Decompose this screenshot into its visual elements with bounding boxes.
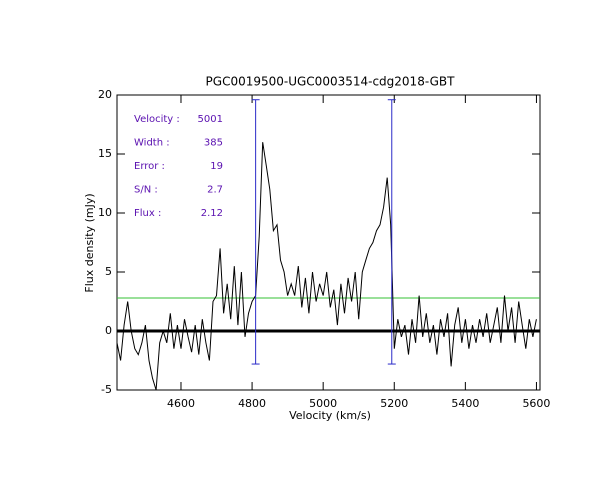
x-tick-label: 5600 xyxy=(522,397,550,410)
plot-frame xyxy=(116,94,541,391)
y-tick-label: -5 xyxy=(101,383,112,396)
annotation-value: 385 xyxy=(204,138,223,149)
annotation-label: Flux : xyxy=(134,208,161,219)
annotation-value: 2.12 xyxy=(201,208,223,219)
y-tick-label: 0 xyxy=(105,324,112,337)
x-tick-label: 5400 xyxy=(451,397,479,410)
annotation-value: 2.7 xyxy=(207,185,223,196)
annotation-label: S/N : xyxy=(134,185,158,196)
y-tick-label: 5 xyxy=(105,265,112,278)
y-tick-label: 15 xyxy=(98,147,112,160)
x-tick-label: 4600 xyxy=(167,397,195,410)
x-tick-label: 4800 xyxy=(238,397,266,410)
annotation-label: Error : xyxy=(134,161,165,172)
spectrum-line xyxy=(116,142,537,391)
x-axis-label: Velocity (km/s) xyxy=(289,409,371,422)
annotation-label: Width : xyxy=(134,138,170,149)
annotation-label: Velocity : xyxy=(134,114,180,125)
annotation-value: 5001 xyxy=(198,114,223,125)
annotation-value: 19 xyxy=(210,161,223,172)
y-tick-label: 10 xyxy=(98,206,112,219)
chart-title: PGC0019500-UGC0003514-cdg2018-GBT xyxy=(206,75,456,89)
y-tick-label: 20 xyxy=(98,88,112,101)
x-tick-label: 5200 xyxy=(380,397,408,410)
x-tick-label: 5000 xyxy=(309,397,337,410)
y-axis-label: Flux density (mJy) xyxy=(83,193,96,292)
